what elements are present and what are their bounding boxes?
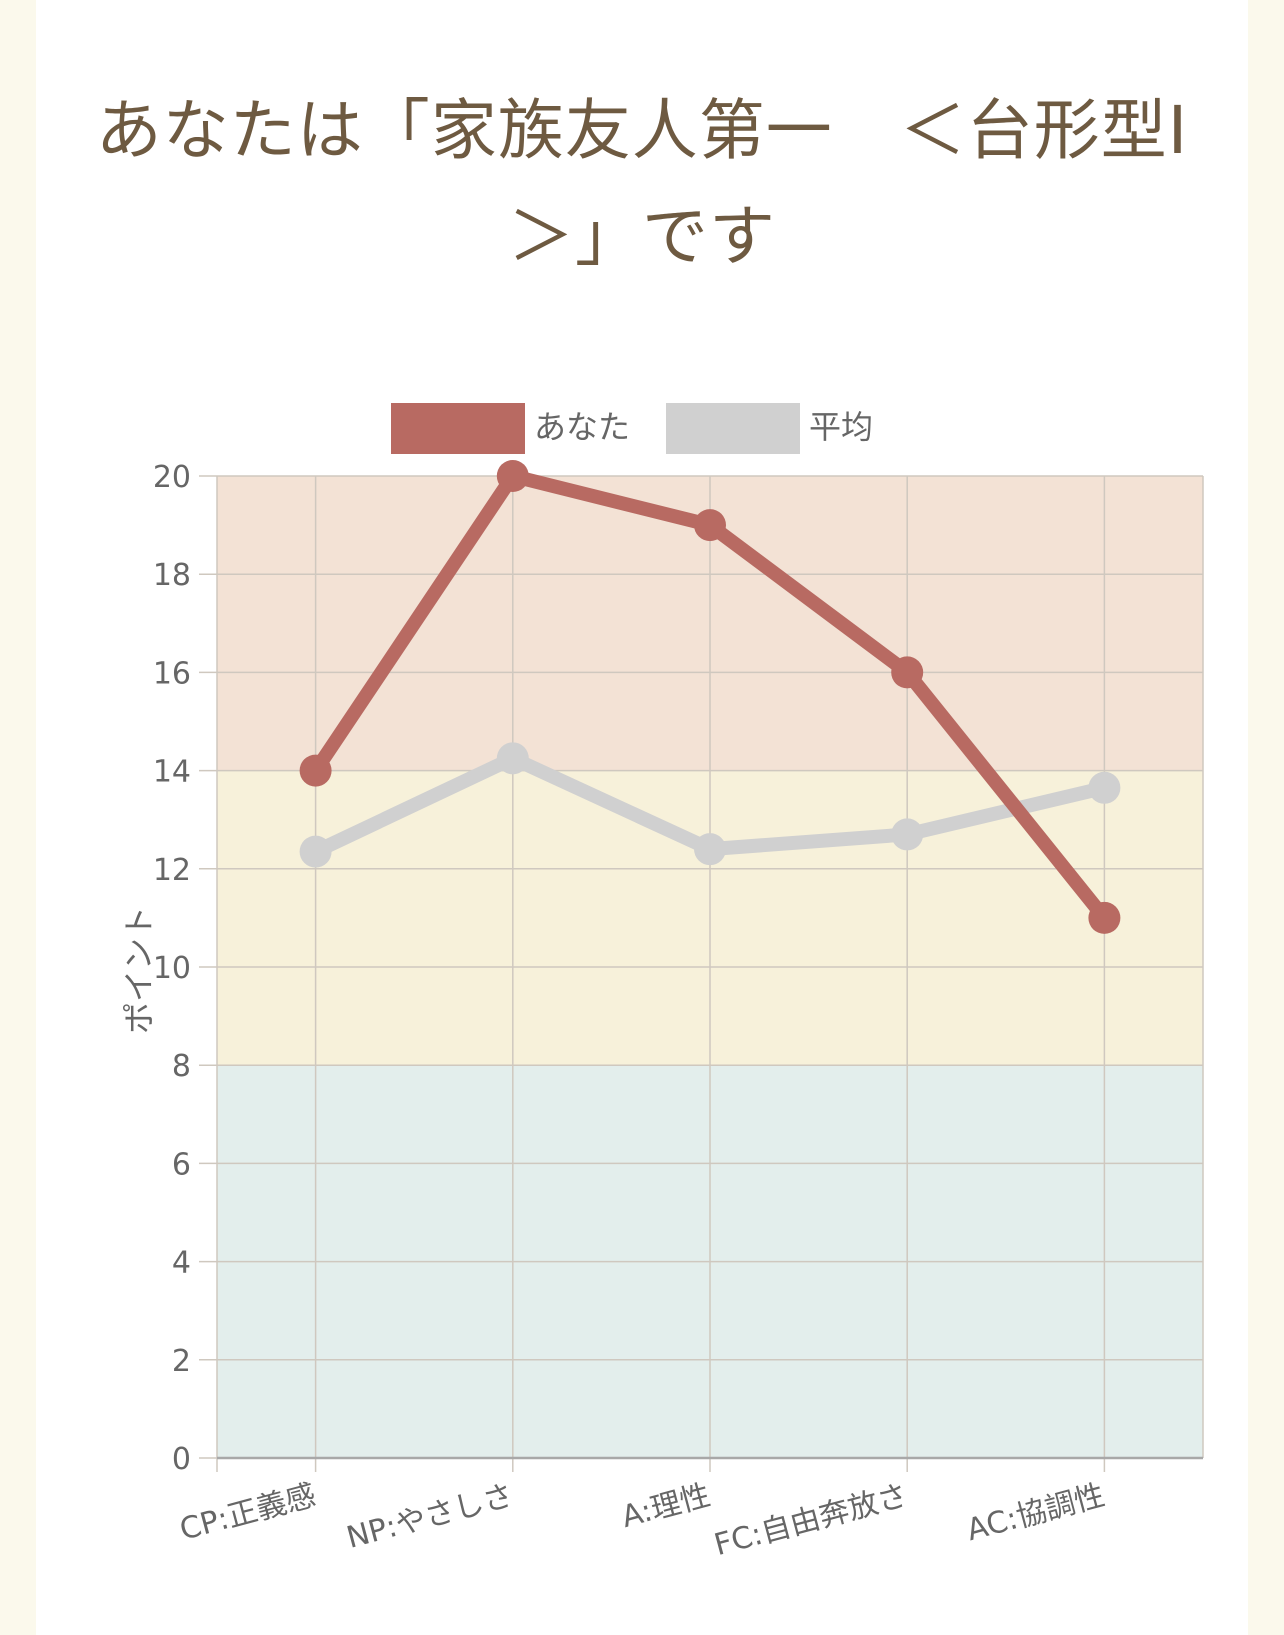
result-card: あなたは「家族友人第一 ＜台形型Ⅰ＞」です 0 2 4 6 8 10 12 14 16 18 20 … (36, 0, 1248, 1635)
legend-label: 平均 (809, 408, 873, 446)
legend-swatch (666, 403, 800, 454)
series-points (299, 460, 1121, 934)
data-point (694, 833, 726, 866)
legend-label: あなた (534, 408, 630, 446)
data-point (299, 754, 332, 787)
data-point (891, 656, 924, 689)
x-category-label: NP:やさしさ (343, 1478, 517, 1556)
y-tick-label: 10 (153, 951, 191, 986)
y-tick-label: 0 (172, 1442, 191, 1477)
result-title: あなたは「家族友人第一 ＜台形型Ⅰ＞」です (95, 92, 1189, 275)
x-category-label: AC:協調性 (963, 1478, 1108, 1548)
data-point (891, 818, 924, 851)
data-point (1088, 901, 1121, 934)
y-tick-label: 18 (153, 558, 191, 593)
y-tick-label: 2 (172, 1344, 191, 1379)
y-axis-title: ポイント (120, 906, 158, 1034)
grid-lines (199, 475, 1204, 1472)
legend-swatch (391, 403, 525, 454)
data-point (299, 835, 332, 868)
y-tick-label: 20 (153, 460, 191, 495)
x-category-label: FC:自由奔放さ (711, 1478, 912, 1563)
score-line-chart: 0 2 4 6 8 10 12 14 16 18 20 CP:正義感 NP:やさしさ A:理性FC:自由… (120, 403, 1204, 1563)
chart-legend: あなた 平均 (391, 403, 873, 454)
y-axis-ticks: 0 2 4 6 8 10 12 14 16 18 20 (153, 460, 191, 1477)
data-point (1088, 771, 1121, 804)
y-tick-label: 8 (172, 1049, 191, 1084)
y-tick-label: 16 (153, 656, 191, 691)
y-tick-label: 6 (172, 1147, 191, 1182)
y-tick-label: 12 (153, 853, 191, 888)
data-point (496, 460, 529, 492)
x-category-label: CP:正義感 (176, 1478, 319, 1548)
data-point (496, 742, 529, 775)
y-tick-label: 14 (153, 755, 191, 790)
data-point (694, 509, 726, 542)
x-category-label: A:理性 (618, 1478, 714, 1535)
y-tick-label: 4 (172, 1246, 191, 1281)
